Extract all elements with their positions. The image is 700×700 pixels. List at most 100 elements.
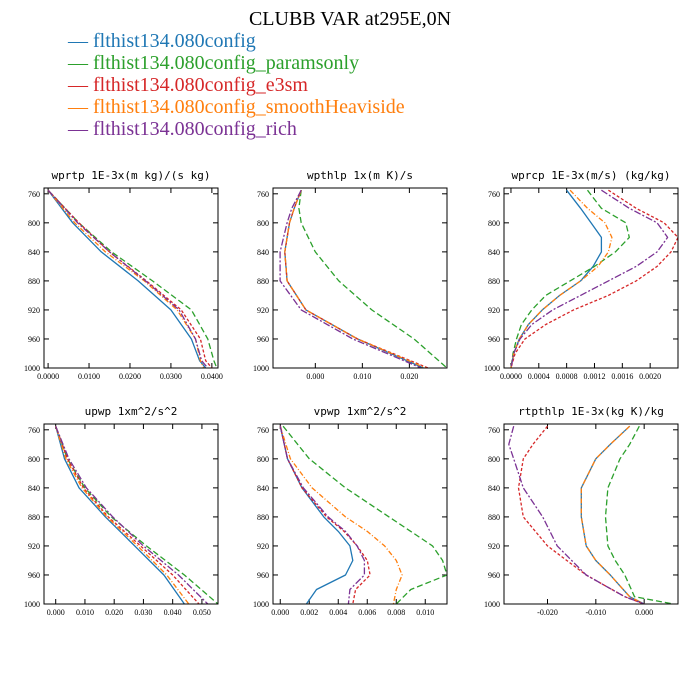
y-tick-label: 840 [488, 484, 500, 493]
y-tick-label: 960 [488, 571, 500, 580]
legend-label: flthist134.080config_e3sm [93, 74, 308, 96]
y-tick-label: 960 [28, 571, 40, 580]
chart-panel: vpwp 1xm^2/s^276080084088092096010000.00… [253, 405, 448, 617]
y-tick-label: 760 [28, 190, 40, 199]
series-line [55, 425, 209, 604]
x-tick-label: 0.0020 [639, 372, 661, 381]
series-line [298, 190, 447, 368]
panel-title: wpthlp 1x(m K)/s [307, 169, 413, 182]
plot-frame [503, 423, 679, 605]
y-tick-label: 920 [488, 542, 500, 551]
series-line [279, 189, 422, 368]
x-tick-label: 0.030 [134, 608, 152, 617]
y-tick-label: 880 [488, 277, 500, 286]
series-line [282, 425, 447, 604]
x-tick-label: 0.010 [76, 608, 94, 617]
y-tick-label: 840 [488, 248, 500, 257]
series-line [47, 189, 218, 368]
y-tick-label: 1000 [24, 364, 40, 373]
series-line [55, 425, 218, 604]
x-tick-label: 0.0400 [201, 372, 223, 381]
legend-item: — flthist134.080config_e3sm [68, 74, 405, 96]
series-line [47, 189, 213, 368]
legend-dash: — [68, 52, 93, 74]
y-tick-label: 1000 [484, 600, 500, 609]
series-line [510, 189, 678, 368]
y-tick-label: 920 [257, 306, 269, 315]
x-tick-label: -0.020 [537, 608, 558, 617]
series-line [284, 189, 427, 368]
legend-dash: — [68, 118, 93, 140]
plot-frame [43, 423, 219, 605]
x-tick-label: 0.0004 [528, 372, 550, 381]
x-tick-label: 0.020 [105, 608, 123, 617]
series-line [284, 189, 424, 368]
y-tick-label: 760 [28, 426, 40, 435]
x-tick-label: 0.020 [400, 372, 418, 381]
y-tick-label: 800 [488, 455, 500, 464]
series-line [47, 189, 207, 368]
x-tick-label: 0.040 [164, 608, 182, 617]
series-line [47, 189, 209, 368]
y-tick-label: 840 [28, 484, 40, 493]
legend-item: — flthist134.080config_smoothHeaviside [68, 96, 405, 118]
chart-panel: wpthlp 1x(m K)/s 760 800 840 880 920 960 1000 0.… [253, 169, 448, 381]
x-tick-label: 0.006 [358, 608, 376, 617]
x-tick-label: 0.004 [329, 608, 347, 617]
y-tick-label: 920 [28, 542, 40, 551]
x-tick-label: 0.0000 [37, 372, 59, 381]
legend-dash: — [68, 74, 93, 96]
legend-dash: — [68, 30, 93, 52]
legend-dash: — [68, 96, 93, 118]
y-tick-label: 760 [488, 426, 500, 435]
y-tick-label: 800 [488, 219, 500, 228]
y-tick-label: 1000 [24, 600, 40, 609]
y-tick-label: 800 [257, 219, 269, 228]
y-tick-label: 800 [257, 455, 269, 464]
y-tick-label: 1000 [484, 364, 500, 373]
y-tick-label: 1000 [253, 600, 269, 609]
y-tick-label: 800 [28, 455, 40, 464]
x-tick-label: 0.002 [300, 608, 318, 617]
y-tick-label: 880 [488, 513, 500, 522]
series-line [279, 426, 354, 604]
x-tick-label: 0.050 [193, 608, 211, 617]
y-tick-label: 760 [257, 190, 269, 199]
series-line [279, 426, 366, 604]
x-tick-label: 0.000 [635, 608, 653, 617]
series-line [55, 426, 190, 604]
panel-title: rtpthlp 1E-3x(kg K)/kg [518, 405, 664, 418]
series-line [47, 189, 205, 368]
chart-panel: wprcp 1E-3x(m/s) (kg/kg) 760 800 840 880 920 9… [484, 169, 679, 381]
figure-title: CLUBB VAR at295E,0N [248, 8, 452, 30]
y-tick-label: 880 [257, 277, 269, 286]
series-line [279, 426, 371, 604]
x-tick-label: 0.0008 [556, 372, 578, 381]
x-tick-label: -0.010 [585, 608, 606, 617]
y-tick-label: 960 [28, 335, 40, 344]
y-tick-label: 1000 [253, 364, 269, 373]
series-line [517, 425, 645, 604]
y-tick-label: 840 [28, 248, 40, 257]
legend-item: — flthist134.080config_paramsonly [68, 52, 405, 74]
x-tick-label: 0.010 [353, 372, 371, 381]
y-tick-label: 960 [257, 571, 269, 580]
series-line [510, 189, 603, 368]
y-tick-label: 960 [257, 335, 269, 344]
x-tick-label: 0.0200 [119, 372, 141, 381]
y-tick-label: 920 [28, 306, 40, 315]
x-tick-label: 0.000 [47, 608, 65, 617]
series-line [284, 189, 429, 368]
plot-frame [503, 187, 679, 369]
plot-frame [272, 187, 448, 369]
series-line [510, 189, 630, 368]
y-tick-label: 920 [488, 306, 500, 315]
panel-title: vpwp 1xm^2/s^2 [314, 405, 407, 418]
legend-label: flthist134.080config [93, 30, 256, 52]
x-tick-label: 0.0100 [78, 372, 100, 381]
y-tick-label: 840 [257, 248, 269, 257]
x-tick-label: 0.0016 [611, 372, 633, 381]
y-tick-label: 960 [488, 335, 500, 344]
y-tick-label: 760 [488, 190, 500, 199]
